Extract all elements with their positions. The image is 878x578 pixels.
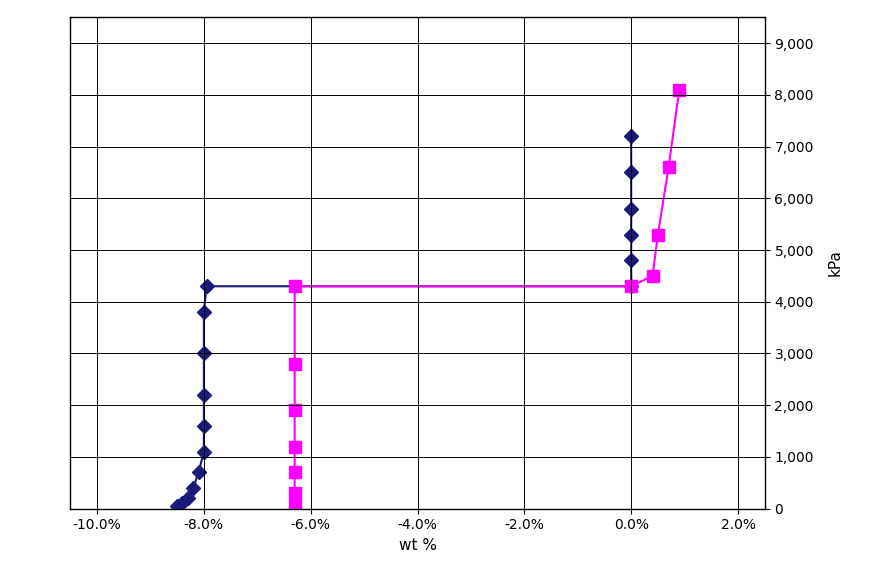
Y-axis label: kPa: kPa: [827, 250, 842, 276]
X-axis label: wt %: wt %: [398, 538, 436, 553]
